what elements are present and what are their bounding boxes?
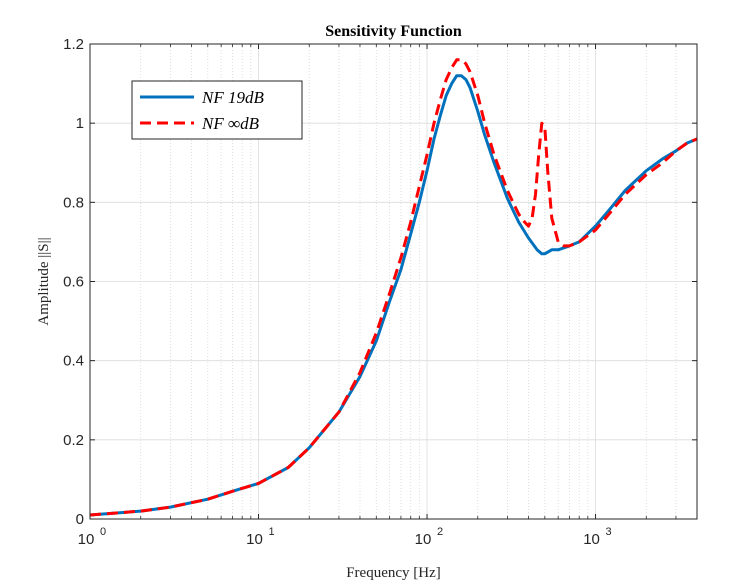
chart-title: Sensitivity Function	[325, 23, 462, 40]
legend-box	[131, 80, 303, 140]
series-layer	[89, 58, 698, 517]
x-tick-label: 10	[246, 531, 263, 548]
x-tick-exponent: 3	[606, 526, 612, 538]
x-tick-exponent: 1	[269, 526, 275, 538]
series-line-nf-19db	[89, 74, 698, 517]
y-tick-label: 0	[76, 511, 84, 528]
y-tick-label: 0.2	[63, 432, 84, 449]
y-tick-label: 0.6	[63, 274, 84, 291]
legend: NF 19dB NF ∞dB	[131, 80, 303, 140]
legend-label: NF 19dB	[201, 88, 264, 107]
x-tick-label: 10	[415, 531, 432, 548]
axis-ticks: 0 0.2 0.4 0.6 0.8 1 1.2 10 0 10 1 10 2 10 3	[63, 36, 698, 548]
x-tick-exponent: 0	[100, 526, 106, 538]
y-tick-label: 1	[76, 115, 84, 132]
y-tick-label: 1.2	[63, 36, 84, 53]
x-axis-label: Frequency [Hz]	[346, 565, 441, 581]
x-tick-label: 10	[78, 531, 95, 548]
x-tick-label: 10	[583, 531, 600, 548]
x-tick-exponent: 2	[437, 526, 443, 538]
y-axis-label: Amplitude ||S||	[36, 237, 52, 325]
y-tick-label: 0.8	[63, 194, 84, 211]
legend-label: NF ∞dB	[201, 114, 260, 133]
y-tick-label: 0.4	[63, 353, 84, 370]
